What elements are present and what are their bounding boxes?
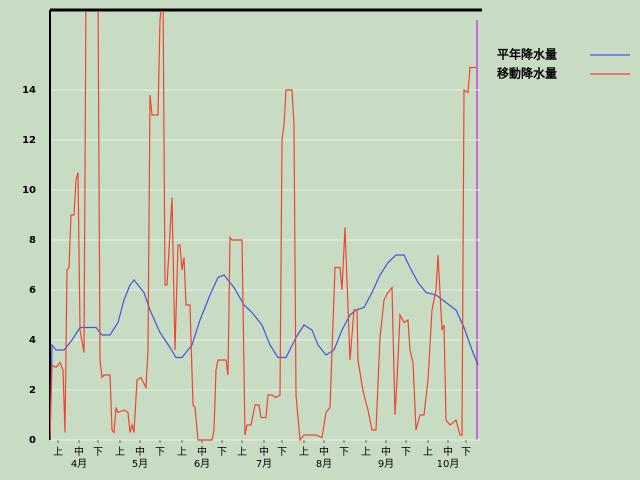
- month-label: 10月: [437, 458, 460, 470]
- x-tick-label: 上: [53, 446, 63, 458]
- month-label: 6月: [194, 458, 210, 470]
- x-tick-label: 中: [319, 445, 329, 458]
- month-label: 4月: [71, 458, 87, 470]
- x-tick-label: 上: [237, 446, 247, 458]
- legend-label: 移動降水量: [497, 66, 557, 81]
- month-label: 5月: [132, 458, 148, 470]
- x-tick-label: 下: [277, 447, 287, 458]
- x-tick-label: 中: [74, 445, 84, 458]
- series-line: [50, 11, 476, 442]
- plot-area: [50, 11, 479, 442]
- x-tick-label: 中: [443, 445, 453, 458]
- x-tick-label: 中: [135, 445, 145, 458]
- y-tick-label: 12: [22, 135, 36, 146]
- x-tick-label: 中: [197, 445, 207, 458]
- x-tick-label: 中: [381, 445, 391, 458]
- legend-label: 平年降水量: [497, 47, 557, 62]
- x-tick-label: 下: [93, 447, 103, 458]
- x-tick-label: 上: [115, 446, 125, 458]
- x-tick-label: 上: [177, 446, 187, 458]
- x-tick-label: 上: [299, 446, 309, 458]
- x-tick-label: 下: [461, 447, 471, 458]
- month-label: 7月: [256, 458, 272, 470]
- x-tick-label: 中: [259, 445, 269, 458]
- y-tick-label: 8: [29, 235, 36, 246]
- x-tick-label: 下: [217, 447, 227, 458]
- y-tick-label: 4: [29, 335, 36, 346]
- y-tick-label: 10: [22, 185, 36, 196]
- y-tick-label: 14: [22, 85, 36, 96]
- month-label: 9月: [378, 458, 394, 470]
- y-tick-label: 6: [29, 285, 36, 296]
- month-label: 8月: [316, 458, 332, 470]
- x-tick-label: 上: [361, 446, 371, 458]
- y-tick-label: 2: [29, 385, 36, 396]
- x-tick-label: 下: [401, 447, 411, 458]
- x-tick-label: 上: [423, 446, 433, 458]
- x-tick-label: 下: [339, 447, 349, 458]
- series-line: [50, 254, 479, 441]
- y-tick-label: 0: [29, 435, 36, 446]
- x-tick-label: 下: [155, 447, 165, 458]
